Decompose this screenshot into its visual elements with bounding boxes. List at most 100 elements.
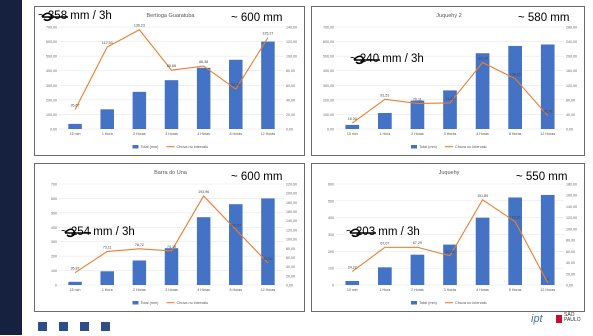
y-right-tick-label: 20,00 bbox=[286, 274, 295, 278]
y-left-tick-label: 700,00 bbox=[46, 26, 57, 30]
data-label: 120,57 bbox=[230, 224, 241, 228]
legend-label-bar: Total (mm) bbox=[419, 145, 438, 149]
y-right-tick-label: 120,00 bbox=[566, 216, 577, 220]
legend-swatch-bar bbox=[411, 301, 417, 305]
y-right-tick-label: 80,00 bbox=[566, 239, 575, 243]
y-left-tick-label: 200 bbox=[51, 255, 57, 259]
bar bbox=[164, 80, 179, 129]
x-tick-label: 2 Horas bbox=[411, 288, 424, 292]
y-right-tick-label: 280,00 bbox=[566, 26, 577, 30]
x-tick-label: 12 Horas bbox=[540, 288, 555, 292]
bar bbox=[508, 45, 522, 129]
y-right-tick-label: 200,00 bbox=[286, 192, 297, 196]
x-tick-label: 4 Horas bbox=[197, 132, 210, 136]
y-right-tick-label: 220,00 bbox=[286, 183, 297, 187]
y-right-tick-label: 80,00 bbox=[286, 247, 295, 251]
y-right-tick-label: 140,00 bbox=[286, 219, 297, 223]
curved-arrow-icon bbox=[353, 55, 380, 65]
y-right-tick-label: 60,00 bbox=[286, 256, 295, 260]
x-tick-label: 4 Horas bbox=[476, 132, 489, 136]
data-label: 80,68 bbox=[167, 64, 176, 68]
bar bbox=[68, 123, 82, 129]
y-left-tick-label: 300 bbox=[51, 240, 57, 244]
x-tick-label: 4 Horas bbox=[197, 288, 210, 292]
data-label: 67,29 bbox=[413, 241, 422, 245]
y-left-tick-label: 300,00 bbox=[323, 84, 334, 88]
y-right-tick-label: 100,00 bbox=[286, 238, 297, 242]
data-label: 24,22 bbox=[348, 265, 357, 269]
data-label: 86,38 bbox=[199, 60, 208, 64]
curved-arrow-icon bbox=[64, 228, 91, 238]
legend-label-bar: Total (mm) bbox=[141, 301, 160, 305]
y-right-tick-label: 140,00 bbox=[286, 26, 297, 30]
y-right-tick-label: 0,00 bbox=[286, 284, 293, 288]
x-tick-label: 2 Horas bbox=[133, 132, 146, 136]
slide-left-bar bbox=[0, 0, 22, 335]
legend-label-line: Chuva no intervalo bbox=[455, 301, 487, 305]
y-right-tick-label: 80,00 bbox=[566, 98, 575, 102]
y-right-tick-label: 40,00 bbox=[566, 113, 575, 117]
data-label: 4 bbox=[547, 277, 549, 281]
legend-label-line: Chuva no intervalo bbox=[177, 301, 209, 305]
bar bbox=[475, 53, 490, 129]
rain-3h-annotation: ~ 240 mm / 3h bbox=[350, 53, 424, 66]
data-label: 48,00 bbox=[263, 257, 272, 261]
y-right-tick-label: 160,00 bbox=[566, 194, 577, 198]
y-left-tick-label: 100 bbox=[328, 267, 334, 271]
bar bbox=[261, 41, 275, 130]
y-right-tick-label: 40,00 bbox=[566, 261, 575, 265]
x-tick-label: 15 min bbox=[70, 288, 81, 292]
y-left-tick-label: 100 bbox=[51, 269, 57, 273]
y-right-tick-label: 0,00 bbox=[566, 284, 573, 288]
y-right-tick-label: 240,00 bbox=[566, 40, 577, 44]
x-tick-label: 1 Hora bbox=[102, 132, 113, 136]
total-annotation: ~ 600 mm bbox=[231, 171, 283, 183]
bar bbox=[540, 44, 555, 129]
x-tick-label: 12 Horas bbox=[261, 288, 276, 292]
chart-svg-barra-do-una: Barra do Una 0 100 200 300 400 500 600 700 0,00 20… bbox=[51, 170, 297, 305]
chart-title: Bertioga Guaratuba bbox=[146, 13, 195, 19]
data-label: 26,87 bbox=[71, 267, 80, 271]
y-left-tick-label: 400,00 bbox=[323, 69, 334, 73]
chart-panel-juquehy: Juquehy 0 100 200 300 400 500 600 0,00 20,00 40,00… bbox=[311, 163, 585, 312]
x-tick-label: 3 Horas bbox=[165, 132, 178, 136]
y-left-tick-label: 500,00 bbox=[46, 55, 57, 59]
x-tick-label: 3 Horas bbox=[444, 132, 457, 136]
data-label: 182,34 bbox=[477, 57, 488, 61]
y-right-tick-label: 40,00 bbox=[286, 265, 295, 269]
sao-paulo-logo: SÃO PAULO bbox=[556, 313, 588, 327]
data-label: 151,89 bbox=[477, 194, 488, 198]
y-right-tick-label: 60,00 bbox=[286, 84, 295, 88]
data-label: 71,61 bbox=[446, 97, 455, 101]
data-label: 112,53 bbox=[102, 41, 113, 45]
y-left-tick-label: 700 bbox=[51, 183, 57, 187]
total-annotation: ~ 580 mm bbox=[518, 12, 570, 24]
data-label: 74,19 bbox=[167, 245, 176, 249]
bar bbox=[229, 59, 243, 129]
y-left-tick-label: 600,00 bbox=[46, 40, 57, 44]
bar bbox=[196, 67, 211, 129]
data-label: 193,96 bbox=[198, 190, 209, 194]
bar bbox=[540, 194, 555, 285]
legend-label-bar: Total (mm) bbox=[141, 145, 160, 149]
y-left-tick-label: 0,00 bbox=[50, 128, 57, 132]
total-annotation: ~ 550 mm bbox=[516, 171, 568, 183]
y-right-tick-label: 100,00 bbox=[286, 55, 297, 59]
y-right-tick-label: 100,00 bbox=[566, 227, 577, 231]
sao-paulo-logo-mark bbox=[556, 315, 562, 323]
x-tick-label: 15 min bbox=[70, 132, 81, 136]
chart-svg-juquehy-2: Juquehy 2 0,00 100,00 200,00 300,00 400,00 500… bbox=[323, 13, 577, 149]
x-tick-label: 8 Horas bbox=[509, 288, 522, 292]
legend-label-line: Chuva no intervalo bbox=[455, 145, 487, 149]
footer-square bbox=[59, 322, 68, 331]
bar bbox=[345, 280, 360, 285]
x-tick-label: 15 min bbox=[347, 288, 358, 292]
x-tick-label: 8 Horas bbox=[509, 132, 522, 136]
x-tick-label: 2 Horas bbox=[133, 288, 146, 292]
chart-panel-juquehy-2: Juquehy 2 0,00 100,00 200,00 300,00 400,00 500… bbox=[311, 6, 585, 156]
y-right-tick-label: 160,00 bbox=[566, 69, 577, 73]
legend-label-line: Chuva no intervalo bbox=[177, 145, 209, 149]
legend-swatch-bar bbox=[132, 301, 139, 305]
data-label: 136,23 bbox=[134, 24, 145, 28]
y-right-tick-label: 120,00 bbox=[286, 228, 297, 232]
